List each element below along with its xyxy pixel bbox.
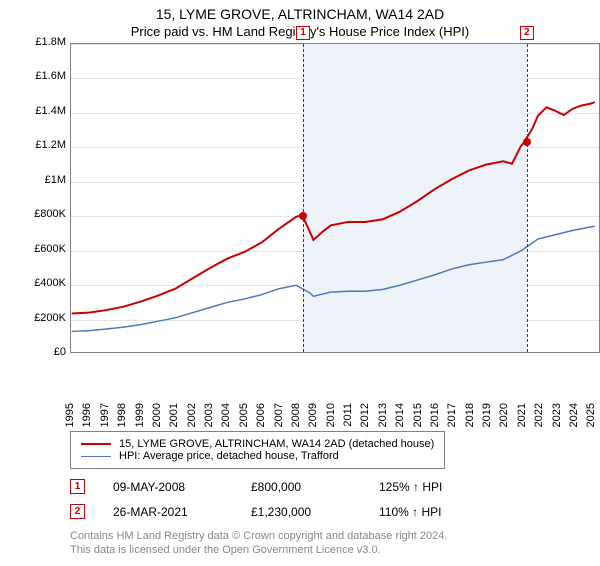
x-tick-label: 2013	[377, 403, 389, 427]
legend-label: HPI: Average price, detached house, Traf…	[119, 450, 339, 462]
x-tick-label: 2007	[273, 403, 285, 427]
y-tick-label: £1.4M	[30, 105, 66, 117]
x-tick-label: 2002	[186, 403, 198, 427]
x-tick-label: 2012	[359, 403, 371, 427]
x-tick-label: 2016	[429, 403, 441, 427]
sale-number-box: 2	[70, 504, 85, 519]
page-title: 15, LYME GROVE, ALTRINCHAM, WA14 2AD	[0, 6, 600, 22]
x-tick-label: 1996	[81, 403, 93, 427]
chart-svg	[71, 44, 599, 352]
x-tick-label: 2005	[238, 403, 250, 427]
y-tick-label: £800K	[30, 208, 66, 220]
x-tick-label: 1995	[64, 403, 76, 427]
x-tick-label: 2019	[481, 403, 493, 427]
sale-pct: 110% ↑ HPI	[379, 505, 441, 519]
plot-area: 12	[70, 43, 600, 353]
sale-point	[523, 138, 531, 146]
chart: 12 £0 £200K £400K £600K £800K £1M £1.2M £1.4M £1…	[30, 43, 600, 391]
x-tick-label: 2020	[498, 403, 510, 427]
x-tick-label: 2006	[255, 403, 267, 427]
legend: 15, LYME GROVE, ALTRINCHAM, WA14 2AD (de…	[70, 431, 445, 469]
credits: Contains HM Land Registry data © Crown c…	[70, 529, 600, 558]
x-tick-label: 2023	[551, 403, 563, 427]
y-tick-label: £1.6M	[30, 70, 66, 82]
x-tick-label: 1999	[134, 403, 146, 427]
x-tick-label: 2015	[412, 403, 424, 427]
sale-marker-box: 1	[296, 26, 310, 40]
x-tick-label: 1997	[99, 403, 111, 427]
y-tick-label: £1.8M	[30, 36, 66, 48]
x-tick-label: 2003	[203, 403, 215, 427]
x-tick-label: 1998	[116, 403, 128, 427]
sale-vline	[303, 44, 304, 352]
y-tick-label: £1.2M	[30, 139, 66, 151]
credits-line2: This data is licensed under the Open Gov…	[70, 543, 600, 557]
x-tick-label: 2008	[290, 403, 302, 427]
legend-row: HPI: Average price, detached house, Traf…	[81, 450, 434, 462]
sale-row: 2 26-MAR-2021 £1,230,000 110% ↑ HPI	[70, 504, 600, 519]
y-tick-label: £0	[30, 346, 66, 358]
x-tick-label: 2010	[325, 403, 337, 427]
x-tick-label: 2014	[394, 403, 406, 427]
legend-row: 15, LYME GROVE, ALTRINCHAM, WA14 2AD (de…	[81, 438, 434, 450]
legend-label: 15, LYME GROVE, ALTRINCHAM, WA14 2AD (de…	[119, 438, 434, 450]
legend-swatch	[81, 443, 111, 445]
sale-price: £800,000	[251, 480, 351, 494]
sale-date: 09-MAY-2008	[113, 480, 223, 494]
series-hpi	[72, 226, 595, 331]
x-tick-label: 2021	[516, 403, 528, 427]
sale-point	[299, 212, 307, 220]
x-tick-label: 2000	[151, 403, 163, 427]
x-tick-label: 2017	[446, 403, 458, 427]
y-tick-label: £1M	[30, 174, 66, 186]
y-tick-label: £600K	[30, 243, 66, 255]
x-tick-label: 2004	[220, 403, 232, 427]
x-tick-label: 2009	[307, 403, 319, 427]
x-tick-label: 2011	[342, 403, 354, 427]
sales-table: 1 09-MAY-2008 £800,000 125% ↑ HPI 2 26-MAR-20…	[0, 479, 600, 519]
sale-vline	[527, 44, 528, 352]
y-tick-label: £400K	[30, 277, 66, 289]
x-tick-label: 2018	[464, 403, 476, 427]
x-tick-label: 2024	[568, 403, 580, 427]
credits-line1: Contains HM Land Registry data © Crown c…	[70, 529, 600, 543]
sale-number-box: 1	[70, 479, 85, 494]
sale-row: 1 09-MAY-2008 £800,000 125% ↑ HPI	[70, 479, 600, 494]
x-tick-label: 2001	[168, 403, 180, 427]
sale-date: 26-MAR-2021	[113, 505, 223, 519]
series-property	[72, 102, 595, 313]
sale-pct: 125% ↑ HPI	[379, 480, 442, 494]
x-tick-label: 2022	[533, 403, 545, 427]
x-tick-label: 2025	[585, 403, 597, 427]
sale-price: £1,230,000	[251, 505, 351, 519]
legend-swatch	[81, 456, 111, 457]
y-tick-label: £200K	[30, 312, 66, 324]
sale-marker-box: 2	[520, 26, 534, 40]
